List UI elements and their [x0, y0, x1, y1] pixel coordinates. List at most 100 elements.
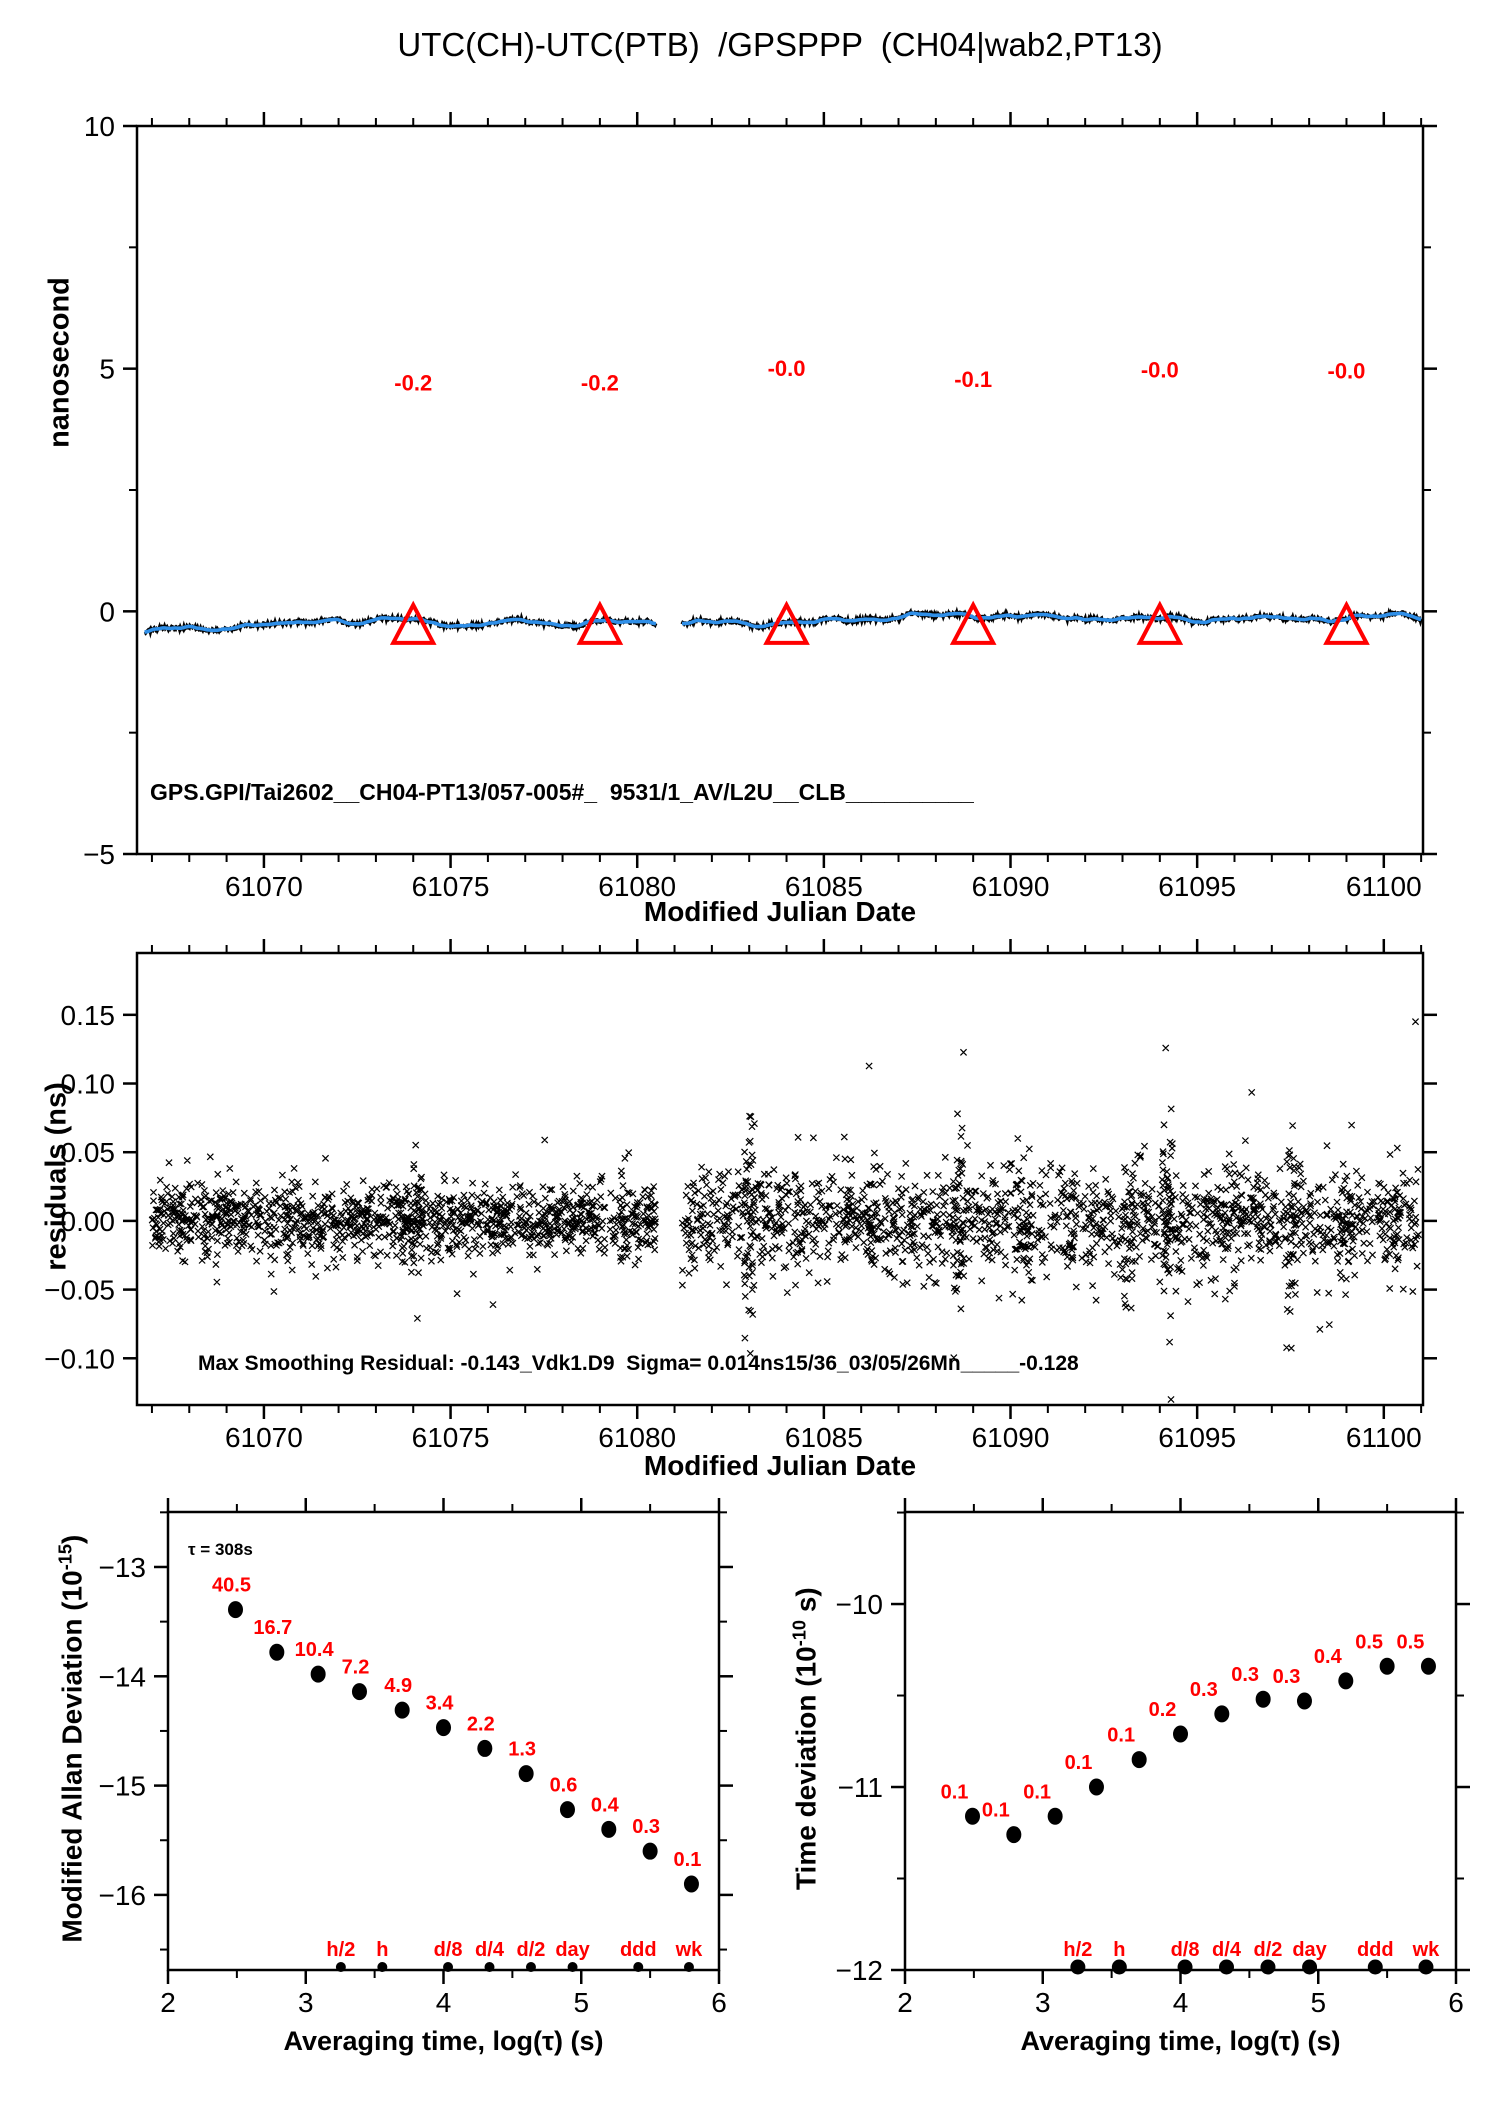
mdev-data-point — [518, 1765, 534, 1783]
mdev-value-label: 3.4 — [426, 1693, 455, 1715]
tdev-data-point — [1338, 1672, 1354, 1690]
residuals-panel-y-tick-label: −0.05 — [44, 1275, 115, 1306]
utc-trace — [143, 606, 1423, 639]
tdev-value-label: 0.3 — [1231, 1664, 1259, 1686]
mdev-data-point — [269, 1643, 285, 1661]
tdev-interval-label: day — [1292, 1939, 1327, 1961]
mdev-data-point — [310, 1665, 326, 1683]
mdev-panel-x-tick-label: 4 — [436, 1987, 452, 2018]
residuals-panel-x-tick-label: 61080 — [598, 1422, 676, 1453]
tdev-interval-dot — [1219, 1959, 1235, 1975]
tdev-value-label: 0.1 — [941, 1781, 969, 1803]
tdev-interval-label: ddd — [1357, 1939, 1394, 1961]
tdev-ylabel-post: s) — [790, 1587, 822, 1620]
calibration-triangle-icon — [1323, 600, 1370, 645]
tdev-interval-label: wk — [1412, 1939, 1441, 1961]
top-panel-footer-id-text: GPS.GPI/Tai2602__CH04-PT13/057-005#_ 953… — [150, 779, 974, 805]
calibration-value-label: -0.1 — [954, 367, 992, 392]
mdev-interval-label: day — [555, 1939, 590, 1961]
tdev-data-point — [1131, 1751, 1147, 1769]
tau-annotation: τ = 308s — [188, 1540, 253, 1559]
mdev-interval-label: h — [376, 1939, 388, 1961]
tdev-interval-label: d/4 — [1212, 1939, 1242, 1961]
tdev-interval-dot — [1302, 1959, 1318, 1975]
utc-panel-x-tick-label: 61090 — [972, 871, 1050, 902]
tdev-data-point — [1088, 1778, 1104, 1796]
residuals-panel-y-tick-label: −0.10 — [44, 1343, 115, 1374]
mdev-value-label: 7.2 — [342, 1657, 370, 1679]
mdev-data-point — [559, 1801, 575, 1819]
calibration-value-label: -0.0 — [1328, 358, 1366, 383]
tdev-data-point — [1173, 1725, 1188, 1743]
mdev-interval-label: d/8 — [434, 1939, 463, 1961]
tdev-interval-dot — [1367, 1959, 1383, 1975]
mdev-panel-x-tick-label: 2 — [160, 1987, 176, 2018]
tdev-data-point — [1047, 1807, 1063, 1825]
tdev-ylabel-pre: Time deviation (10 — [790, 1646, 822, 1891]
tdev-panel-x-tick-label: 6 — [1448, 1987, 1464, 2018]
residuals-panel-y-axis-label: residuals (ns) — [40, 1082, 73, 1271]
utc-panel-y-tick-label: 0 — [99, 596, 115, 627]
tdev-data-point — [1214, 1705, 1230, 1723]
tdev-data-point — [1006, 1826, 1022, 1844]
mdev-panel-x-tick-label: 6 — [711, 1987, 727, 2018]
tdev-panel-y-tick-label: −12 — [836, 1955, 884, 1986]
mdev-panel-y-tick-label: −15 — [99, 1771, 147, 1802]
mdev-value-label: 0.3 — [632, 1816, 660, 1838]
calibration-triangle-markers — [389, 600, 1370, 645]
utc-panel-x-tick-label: 61085 — [785, 871, 863, 902]
mdev-data-point — [477, 1739, 493, 1757]
mdev-panel-x-tick-label: 5 — [573, 1987, 589, 2018]
calibration-triangle-icon — [389, 600, 437, 645]
tdev-panel-x-tick-label: 2 — [897, 1987, 913, 2018]
residuals-scatter-points — [148, 1018, 1422, 1404]
tdev-value-label: 0.2 — [1149, 1699, 1177, 1721]
mdev-data-point — [394, 1701, 410, 1719]
mdev-panel-x-tick-label: 3 — [298, 1987, 314, 2018]
tdev-interval-label: d/2 — [1254, 1939, 1283, 1961]
tdev-panel-x-tick-label: 5 — [1310, 1987, 1326, 2018]
tdev-value-label: 0.1 — [1065, 1752, 1093, 1774]
mdev-panel-y-tick-label: −13 — [99, 1552, 147, 1583]
mdev-ylabel-exponent: -15 — [55, 1544, 76, 1571]
mdev-panel-y-axis-label: Modified Allan Deviation (10-15) — [55, 1389, 88, 2089]
mdev-interval-dot — [567, 1962, 578, 1972]
mdev-interval-label: h/2 — [326, 1939, 355, 1961]
utc-panel-x-tick-label: 61075 — [412, 871, 490, 902]
residuals-panel-y-tick-label: 0.15 — [61, 1000, 116, 1031]
tdev-value-label: 0.3 — [1190, 1679, 1218, 1701]
tdev-value-label: 0.5 — [1355, 1631, 1383, 1653]
mdev-interval-label: wk — [675, 1939, 704, 1961]
tdev-panel-y-tick-label: −10 — [836, 1589, 884, 1620]
utc-panel-y-tick-label: 5 — [99, 354, 115, 385]
tdev-panel-x-tick-label: 3 — [1035, 1987, 1051, 2018]
tdev-value-label: 0.3 — [1273, 1666, 1301, 1688]
mdev-data-point — [601, 1820, 617, 1838]
mdev-interval-label: d/2 — [517, 1939, 546, 1961]
calibration-triangle-icon — [949, 600, 997, 645]
mdev-data-point — [642, 1842, 658, 1860]
tdev-points: 0.1 0.1 0.1 0.1 0.1 0.2 0.3 0.3 0.3 0.4 0.5 0.5 h/2 h… — [941, 1631, 1441, 1975]
tdev-interval-label: h — [1113, 1939, 1125, 1961]
mdev-panel-y-tick-label: −16 — [99, 1880, 147, 1911]
tdev-data-point — [964, 1807, 980, 1825]
tdev-interval-dot — [1070, 1959, 1086, 1975]
tdev-panel-y-tick-label: −11 — [838, 1772, 883, 1803]
mdev-value-label: 1.3 — [508, 1739, 536, 1761]
tdev-value-label: 0.1 — [982, 1800, 1010, 1822]
calibration-value-label: -0.0 — [1141, 357, 1179, 382]
mdev-value-label: 4.9 — [384, 1675, 412, 1697]
mdev-value-label: 16.7 — [253, 1617, 292, 1639]
utc-panel-x-tick-label: 61080 — [598, 871, 676, 902]
mdev-data-point — [227, 1601, 243, 1619]
tdev-panel-y-axis-label: Time deviation (10-10 s) — [789, 1389, 822, 2089]
mdev-panel-axes: 2 3 4 5 6 −13 −14 −15 −16 — [99, 1498, 733, 2018]
mdev-data-point — [683, 1875, 699, 1893]
tdev-interval-label: h/2 — [1063, 1939, 1092, 1961]
tdev-data-point — [1420, 1657, 1436, 1675]
residuals-panel-x-tick-label: 61075 — [412, 1422, 490, 1453]
utc-panel-x-tick-label: 61100 — [1346, 871, 1422, 902]
residuals-panel-y-tick-label: 0.05 — [61, 1137, 116, 1168]
